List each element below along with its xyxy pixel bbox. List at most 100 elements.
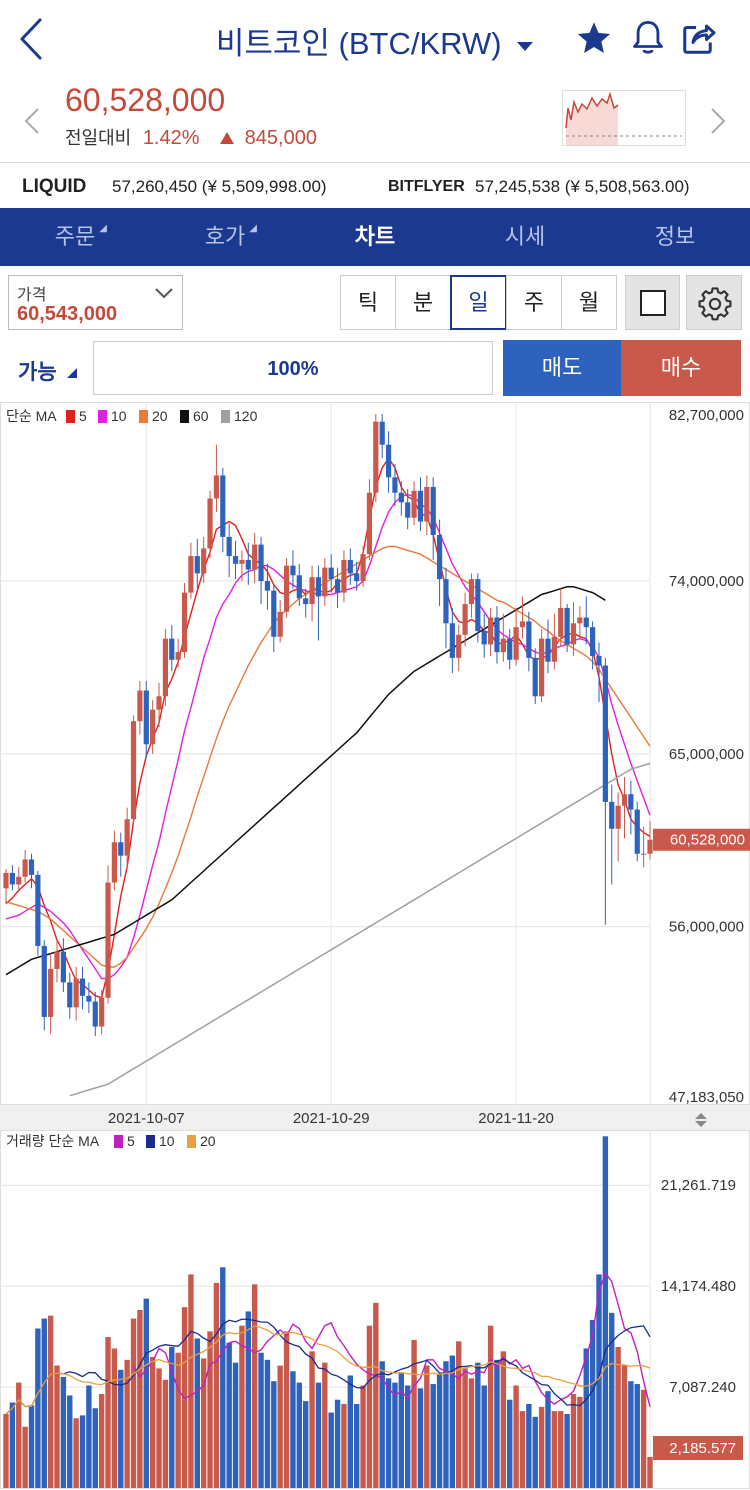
- exchange-prices-row: LIQUID 57,260,450 (¥ 5,509,998.00) BITFL…: [0, 162, 750, 208]
- tab-info[interactable]: 정보: [625, 208, 725, 266]
- legend-label: 5: [127, 1133, 135, 1149]
- candle-body: [398, 492, 404, 503]
- candle-body: [207, 498, 213, 549]
- tab-label: 정보: [654, 224, 696, 249]
- volume-bar: [143, 1298, 149, 1488]
- volume-bar: [347, 1375, 354, 1488]
- candle-body: [16, 876, 22, 885]
- price-selector[interactable]: 가격 60,543,000: [8, 275, 183, 330]
- timeframe-minute[interactable]: 분: [395, 275, 451, 330]
- prev-coin-icon[interactable]: [22, 106, 42, 136]
- volume-bar: [79, 1415, 86, 1488]
- candle-body: [583, 617, 589, 628]
- resize-handle-icon[interactable]: [695, 1113, 707, 1127]
- volume-bar: [424, 1365, 430, 1488]
- candle-body: [577, 617, 583, 624]
- next-coin-icon[interactable]: [708, 106, 728, 136]
- legend-title: 거래량 단순 MA: [6, 1133, 100, 1149]
- candle-body: [539, 638, 545, 697]
- notification-bell-icon[interactable]: [631, 19, 665, 57]
- timeframe-day[interactable]: 일: [450, 275, 507, 330]
- volume-bar: [239, 1325, 245, 1488]
- tab-chart[interactable]: 차트: [325, 208, 425, 266]
- candle-body: [48, 968, 54, 1017]
- candle-body: [366, 492, 373, 555]
- chevron-down-icon: [155, 288, 173, 299]
- favorite-star-icon[interactable]: [575, 20, 613, 56]
- volume-bar: [640, 1389, 647, 1488]
- gear-icon: [698, 287, 732, 321]
- settings-button[interactable]: [686, 275, 742, 330]
- candle-body: [570, 623, 577, 645]
- buy-button[interactable]: 매수: [621, 340, 741, 396]
- chart-type-button[interactable]: [625, 275, 680, 330]
- tab-quotes[interactable]: 시세: [475, 208, 575, 266]
- up-triangle-icon: [220, 132, 235, 144]
- volume-bar: [162, 1379, 169, 1488]
- ma-120-line: [69, 762, 651, 1097]
- legend-swatch: [98, 410, 107, 423]
- candle-body: [220, 475, 226, 537]
- change-label: 전일대비: [65, 128, 132, 148]
- volume-bar: [558, 1411, 564, 1488]
- candle-body: [86, 995, 92, 1002]
- share-icon[interactable]: [681, 20, 717, 56]
- volume-bar: [449, 1355, 456, 1488]
- volume-bar: [628, 1381, 634, 1488]
- volume-bar: [538, 1406, 545, 1488]
- candle-body: [67, 982, 73, 1008]
- candle-body: [162, 638, 169, 697]
- candle-body: [271, 590, 277, 637]
- page-title[interactable]: 비트코인 (BTC/KRW): [150, 18, 600, 63]
- volume-bar: [137, 1310, 143, 1488]
- volume-bar: [169, 1347, 175, 1488]
- volume-bar: [353, 1403, 360, 1488]
- candle-body: [290, 565, 296, 576]
- candle-body: [92, 1001, 98, 1027]
- timeframe-month[interactable]: 월: [561, 275, 617, 330]
- volume-bar: [385, 1378, 392, 1488]
- legend-swatch: [139, 410, 148, 423]
- dropdown-caret-icon: [517, 41, 534, 51]
- candle-body: [35, 874, 41, 946]
- timeframe-tick[interactable]: 틱: [340, 275, 396, 330]
- candle-body: [487, 617, 494, 645]
- timeframe-week[interactable]: 주: [506, 275, 562, 330]
- volume-bar: [366, 1325, 373, 1488]
- volume-bar: [16, 1382, 22, 1488]
- sell-button[interactable]: 매도: [503, 340, 621, 396]
- volume-bar: [309, 1351, 315, 1488]
- order-percent-field[interactable]: 100%: [93, 341, 493, 395]
- volume-bar: [577, 1396, 583, 1488]
- candle-body: [609, 801, 615, 829]
- volume-bar: [456, 1341, 462, 1488]
- volume-bar: [462, 1368, 468, 1488]
- candle-body: [54, 951, 60, 969]
- candle-body: [181, 592, 188, 653]
- volume-bar: [41, 1318, 47, 1488]
- candle-body: [392, 477, 398, 493]
- candle-body: [647, 839, 653, 854]
- volume-bar: [277, 1365, 283, 1488]
- candle-body: [462, 604, 468, 635]
- legend-swatch: [221, 410, 230, 423]
- back-arrow-icon[interactable]: [18, 16, 46, 62]
- tab-order[interactable]: 주문 ◢: [25, 208, 125, 266]
- exchange-value: 57,245,538 (¥ 5,508,563.00): [475, 177, 690, 196]
- legend-label: 10: [159, 1133, 175, 1149]
- candle-body: [558, 607, 564, 637]
- volume-ma-10-line: [5, 1318, 651, 1415]
- available-label[interactable]: 가능: [18, 361, 57, 384]
- square-icon: [640, 290, 666, 316]
- candle-body: [188, 556, 194, 593]
- volume-chart: 거래량 단순 MA 5 10 20 21,261.719 14,174.480 7,087…: [0, 1130, 750, 1489]
- legend-swatch: [180, 410, 189, 423]
- volume-bar: [609, 1312, 615, 1488]
- chart-area[interactable]: 단순 MA 5 10 20 60 120 82,700,000 74,000,000 65,0…: [0, 402, 750, 1490]
- candle-body: [264, 581, 271, 591]
- candle-body: [430, 486, 436, 535]
- candle-body: [628, 794, 634, 810]
- volume-bar: [634, 1384, 640, 1488]
- price-value: 60,543,000: [17, 303, 118, 325]
- tab-orderbook[interactable]: 호가 ◢: [175, 208, 275, 266]
